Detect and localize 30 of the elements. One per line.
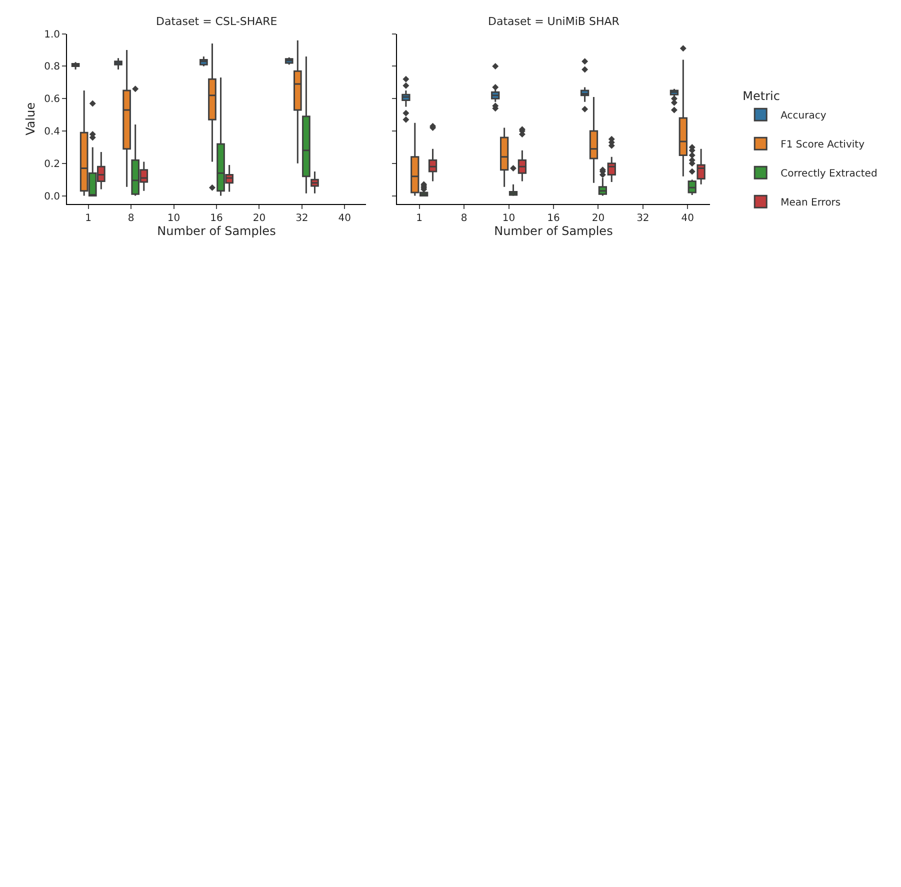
legend-title: Metric [742,89,780,104]
chart-title: Dataset = UniMiB SHAR [488,15,620,28]
legend-label: F1 Score Activity [780,140,865,151]
y-tick-label: 0.0 [44,191,60,202]
x-tick-label: 8 [460,212,468,224]
x-tick-label: 16 [210,212,223,224]
y-tick-label: 1.0 [44,29,60,40]
x-tick-label: 8 [128,212,134,224]
legend-label: Accuracy [780,110,826,122]
x-axis-title: Number of Samples [494,224,613,238]
y-axis-title: Value [23,102,38,136]
x-tick-label: 20 [252,212,266,224]
x-tick-label: 40 [681,212,694,224]
x-axis-title: Number of Samples [157,224,276,238]
y-tick-label: 0.2 [44,158,60,170]
legend-label: Mean Errors [780,198,841,209]
x-tick-label: 40 [338,212,352,224]
y-tick-label: 0.4 [44,126,60,138]
x-tick-label: 1 [85,212,92,224]
legend-label: Correctly Extracted [780,168,878,180]
x-tick-label: 32 [636,212,650,224]
y-tick-label: 0.6 [44,94,60,106]
x-tick-label: 1 [416,212,423,224]
x-tick-label: 10 [502,212,516,224]
x-tick-label: 16 [547,212,560,224]
x-tick-label: 10 [167,212,180,224]
x-tick-label: 32 [296,212,308,224]
x-tick-label: 20 [592,212,605,224]
chart-title: Dataset = CSL-SHARE [156,15,278,28]
y-tick-label: 0.8 [44,62,60,73]
